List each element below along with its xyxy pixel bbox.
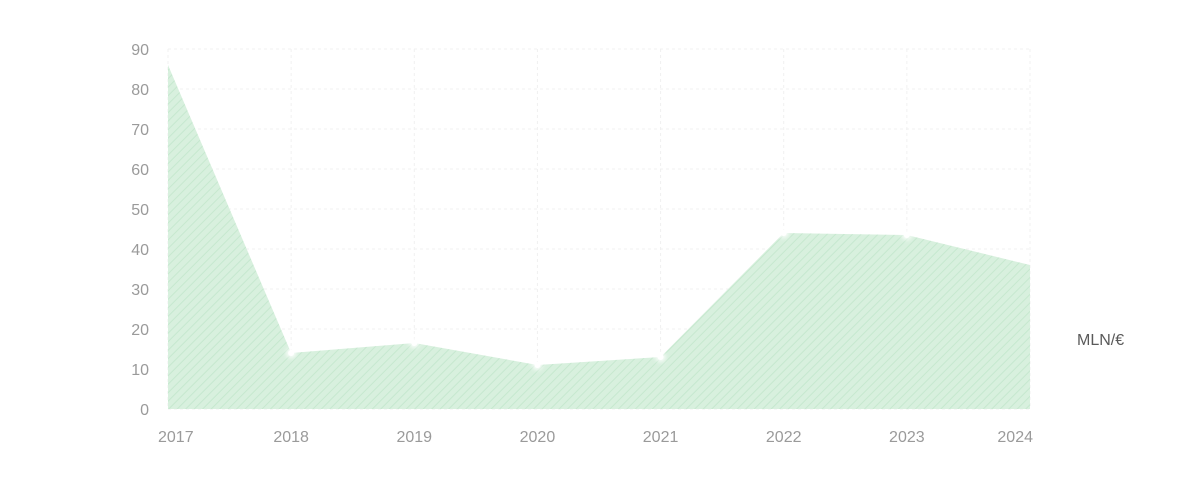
x-tick-label: 2022	[766, 429, 802, 446]
y-tick-label: 30	[131, 282, 149, 299]
data-point	[411, 340, 418, 346]
x-tick-label: 2017	[158, 429, 194, 446]
series-area	[168, 65, 1030, 409]
data-point	[903, 232, 910, 238]
x-tick-label: 2021	[643, 429, 679, 446]
x-axis-ticks: 2017 2018 2019 2020 2021 2022 2023 2024	[158, 429, 1033, 446]
y-axis-ticks: 0 10 20 30 40 50 60 70 80 90	[131, 42, 149, 419]
data-point	[780, 230, 787, 236]
x-tick-label: 2020	[520, 429, 556, 446]
data-point	[657, 354, 664, 360]
data-point	[534, 362, 541, 368]
unit-label: MLN/€	[1077, 332, 1125, 349]
data-point	[288, 350, 295, 356]
y-tick-label: 70	[131, 122, 149, 139]
y-tick-label: 20	[131, 322, 149, 339]
x-tick-label: 2018	[273, 429, 309, 446]
x-tick-label: 2023	[889, 429, 925, 446]
y-tick-label: 90	[131, 42, 149, 59]
y-tick-label: 10	[131, 362, 149, 379]
y-tick-label: 40	[131, 242, 149, 259]
area-fill	[168, 65, 1030, 409]
y-tick-label: 50	[131, 202, 149, 219]
x-tick-label: 2019	[396, 429, 432, 446]
y-tick-label: 0	[140, 402, 149, 419]
x-tick-label: 2024	[997, 429, 1033, 446]
data-points	[286, 228, 912, 370]
y-tick-label: 80	[131, 82, 149, 99]
y-tick-label: 60	[131, 162, 149, 179]
